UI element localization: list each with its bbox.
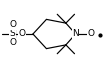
Text: O: O — [9, 38, 16, 47]
Text: N: N — [72, 29, 79, 38]
Text: O: O — [87, 29, 94, 38]
Text: O: O — [18, 29, 25, 38]
Text: O: O — [9, 20, 16, 29]
Text: S: S — [10, 29, 16, 38]
